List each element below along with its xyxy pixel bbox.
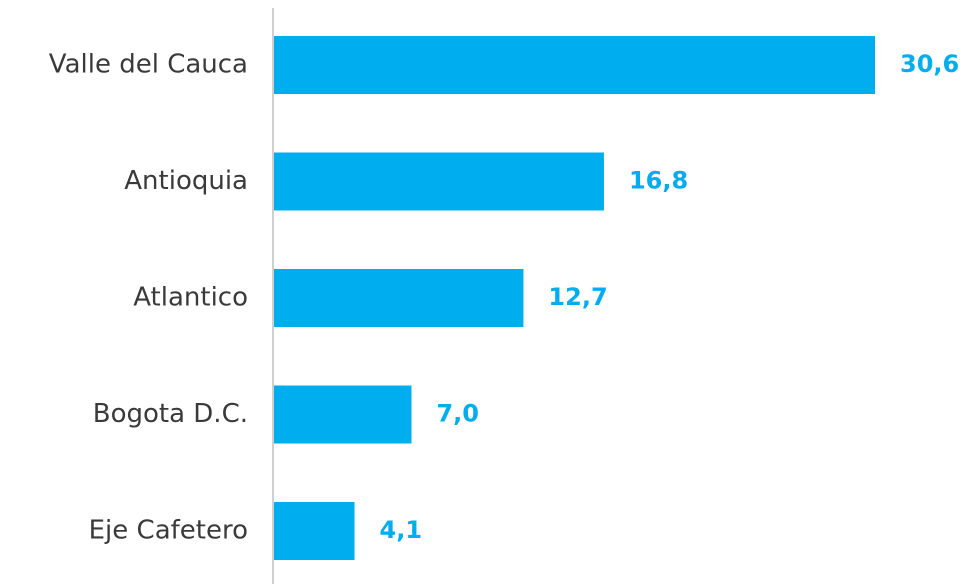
- bar: [274, 502, 355, 560]
- value-label: 7,0: [436, 400, 479, 428]
- value-label: 12,7: [548, 283, 607, 311]
- bars-group: [274, 36, 875, 560]
- value-label: 30,6: [900, 50, 959, 78]
- category-label: Valle del Cauca: [49, 50, 248, 80]
- bar: [274, 385, 412, 444]
- value-label: 16,8: [629, 167, 688, 195]
- category-labels-group: Valle del Cauca Antioquia Atlantico Bogota …: [49, 50, 248, 546]
- value-labels-group: 30,6 16,8 12,7 7,0 4,1: [380, 50, 960, 544]
- category-label: Atlantico: [133, 283, 248, 313]
- bar: [274, 36, 875, 94]
- bar: [274, 152, 604, 211]
- category-label: Antioquia: [124, 166, 248, 196]
- category-label: Bogota D.C.: [93, 399, 248, 429]
- value-label: 4,1: [380, 516, 423, 544]
- category-label: Eje Cafetero: [89, 516, 248, 546]
- bar: [274, 269, 524, 327]
